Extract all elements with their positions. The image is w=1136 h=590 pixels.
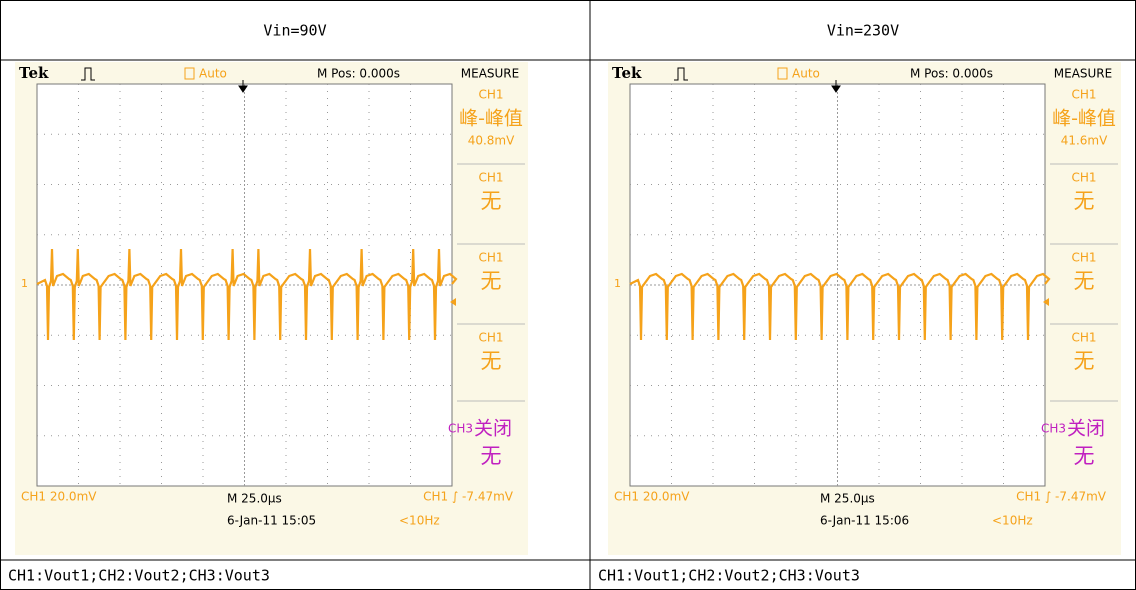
measure-type: 无 <box>1074 189 1095 213</box>
page: Vin=90V Vin=230V CH1:Vout1;CH2:Vout2;CH3… <box>0 0 1136 590</box>
measure-type: 峰-峰值 <box>459 108 523 130</box>
measure-type: 无 <box>481 189 502 213</box>
measure-source: CH1 <box>478 331 503 345</box>
measure-source: CH1 <box>478 251 503 265</box>
measure-type: 无 <box>481 349 502 373</box>
measure-source: CH3 <box>1041 422 1066 436</box>
footer-cell: CH1:Vout1;CH2:Vout2;CH3:Vout3 <box>8 567 270 585</box>
measure-type: 峰-峰值 <box>1052 108 1116 130</box>
measure-source: CH1 <box>478 88 503 102</box>
measure-source: CH1 <box>478 171 503 185</box>
trigger-setting: CH1 ∫ -7.47mV <box>1016 490 1107 504</box>
header-cell: Vin=90V <box>263 22 326 40</box>
timebase: M 25.0µs <box>820 492 875 506</box>
trigger-setting: CH1 ∫ -7.47mV <box>423 490 514 504</box>
frequency: <10Hz <box>399 514 440 528</box>
channel-scale: CH1 20.0mV <box>21 490 97 504</box>
trigger-mode: Auto <box>792 67 820 81</box>
channel-marker: 1 <box>21 277 28 290</box>
measure-type: 无 <box>1074 269 1095 293</box>
datetime: 6-Jan-11 15:06 <box>820 514 909 528</box>
measure-type: 无 <box>481 269 502 293</box>
measure-type: 关闭 <box>474 418 512 440</box>
oscilloscope-screenshot: Tek Auto M Pos: 0.000s MEASURE 1 CH1 峰-峰值 41.6m… <box>608 62 1121 555</box>
timebase: M 25.0µs <box>227 492 282 506</box>
measure-source: CH1 <box>1071 331 1096 345</box>
brand: Tek <box>612 64 642 82</box>
menu-title: MEASURE <box>461 67 519 81</box>
oscilloscope-screenshot: Tek Auto M Pos: 0.000s MEASURE 1 CH1 峰-峰值 40.8m… <box>15 62 528 555</box>
measure-source: CH1 <box>1071 88 1096 102</box>
header-cell: Vin=230V <box>827 22 899 40</box>
measure-value: 41.6mV <box>1061 134 1108 148</box>
measure-type: 关闭 <box>1067 418 1105 440</box>
brand: Tek <box>19 64 49 82</box>
measure-value: 无 <box>1074 444 1095 468</box>
measure-value: 无 <box>481 444 502 468</box>
channel-marker: 1 <box>614 277 621 290</box>
menu-title: MEASURE <box>1054 67 1112 81</box>
measure-type: 无 <box>1074 349 1095 373</box>
channel-scale: CH1 20.0mV <box>614 490 690 504</box>
measure-source: CH1 <box>1071 251 1096 265</box>
measure-source: CH1 <box>1071 171 1096 185</box>
measure-value: 40.8mV <box>468 134 515 148</box>
measure-source: CH3 <box>448 422 473 436</box>
frequency: <10Hz <box>992 514 1033 528</box>
trigger-mode: Auto <box>199 67 227 81</box>
position: M Pos: 0.000s <box>317 67 400 81</box>
datetime: 6-Jan-11 15:05 <box>227 514 316 528</box>
position: M Pos: 0.000s <box>910 67 993 81</box>
footer-cell: CH1:Vout1;CH2:Vout2;CH3:Vout3 <box>598 567 860 585</box>
